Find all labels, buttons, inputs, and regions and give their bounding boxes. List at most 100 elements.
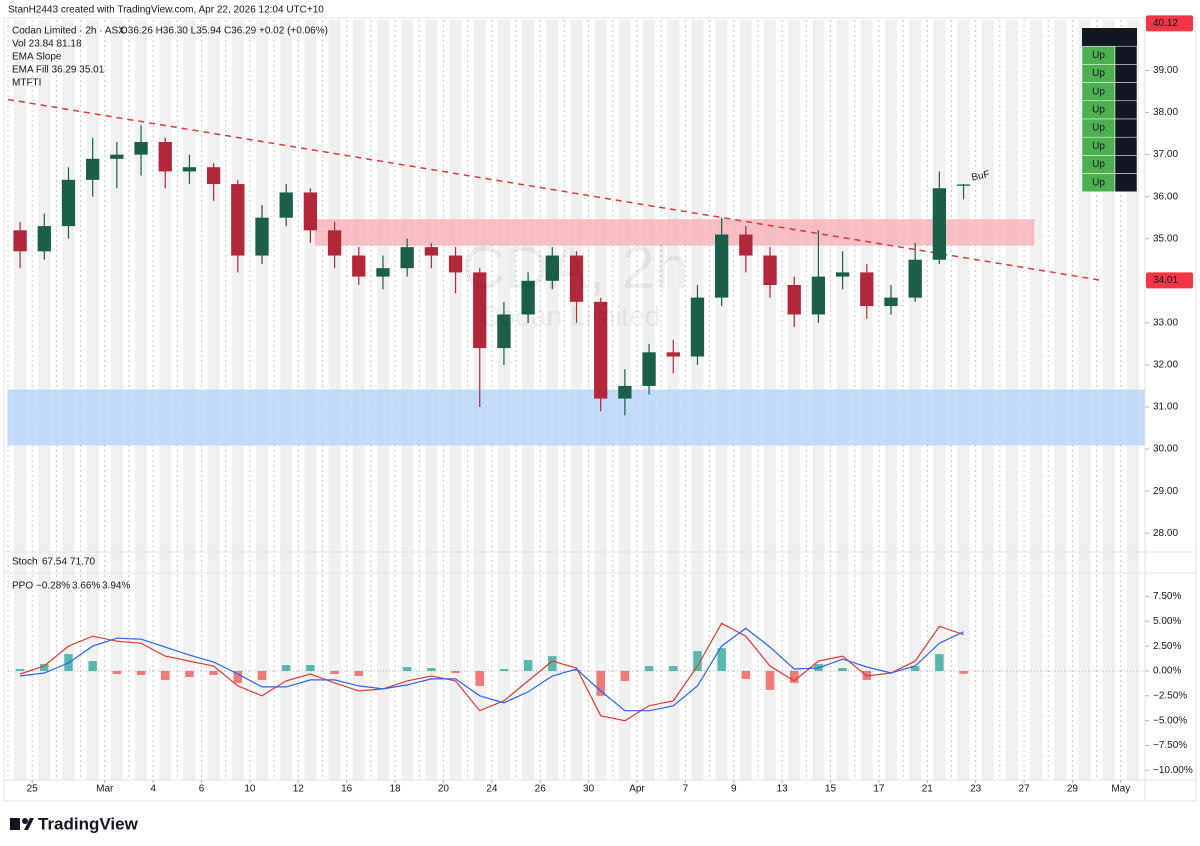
y-tick-label: 2.50% [1153, 641, 1181, 652]
histogram-bar [959, 670, 968, 674]
logo-mark [24, 818, 34, 830]
trendline [7, 98, 1100, 281]
histogram-bar [330, 670, 339, 674]
table-cell-text: Up [1092, 123, 1105, 134]
brand: TradingView [38, 814, 139, 833]
x-tick-label: 10 [244, 784, 256, 795]
candle-body [860, 272, 874, 307]
candle-body [787, 285, 801, 315]
ppo-line [20, 627, 964, 712]
price-tag-label: 34.01 [1153, 275, 1178, 286]
y-tick-label: 28.00 [1153, 528, 1178, 539]
candle-body [37, 226, 51, 252]
y-tick-label: 0.00% [1153, 666, 1181, 677]
ppo-name: PPO [12, 581, 33, 592]
x-tick-label: 4 [150, 784, 156, 795]
candle-body [473, 272, 487, 349]
ohlc: O36.26 H36.30 L35.94 C36.29 +0.02 (+0.06… [120, 26, 328, 37]
candle-body [932, 188, 947, 260]
candle-body [594, 301, 608, 399]
x-tick-label: 18 [390, 784, 402, 795]
ppo-line [19, 622, 964, 722]
x-tick-label: 16 [341, 784, 353, 795]
histogram-bar [741, 670, 751, 679]
table-cell-text: Up [1092, 105, 1105, 116]
table-cell-text: Up [1092, 159, 1105, 170]
candle-body [400, 247, 414, 269]
candle-body [86, 158, 100, 180]
candle-body [545, 255, 559, 281]
x-tick-label: 24 [486, 784, 498, 795]
watermark-symbol: CDA, 2h [462, 234, 689, 301]
logo-mark [10, 818, 20, 830]
candle-body [739, 234, 753, 256]
candle-body [811, 276, 826, 315]
table-cell [1114, 173, 1138, 193]
ppo-value: 3.66% [72, 581, 100, 592]
x-tick-label: 20 [438, 784, 450, 795]
table-cell-text: 10 [1120, 68, 1132, 79]
table-cell-text: 2H [1120, 141, 1133, 152]
y-tick-label: −5.00% [1153, 715, 1187, 726]
brand-logo: TradingView [10, 814, 139, 833]
histogram-bar [789, 670, 799, 683]
x-tick-label: 25 [27, 784, 39, 795]
histogram-bar [40, 664, 49, 671]
candle-body [158, 141, 172, 172]
y-tick-label: 35.00 [1153, 233, 1178, 244]
symbol: Codan Limited · 2h · ASX [12, 26, 125, 37]
y-tick-label: 37.00 [1153, 149, 1178, 160]
histogram-bar [451, 670, 460, 673]
ppo-value: 3.94% [102, 581, 130, 592]
chart-frame [3, 17, 1197, 802]
x-tick-label: 9 [731, 784, 737, 795]
table-cell-text: 30 [1120, 105, 1132, 116]
histogram-bar [15, 669, 25, 671]
x-tick-label: 12 [293, 784, 305, 795]
y-tick-label: −2.50% [1153, 690, 1187, 701]
table-header: TF [1120, 32, 1132, 43]
histogram-bar [669, 666, 678, 671]
table-cell-text: Up [1092, 177, 1105, 188]
candle-body [303, 192, 318, 231]
y-tick-label: −10.00% [1153, 765, 1193, 776]
candle-body [956, 184, 971, 186]
ppo-value: −0.28% [36, 581, 70, 592]
candle-body [231, 184, 245, 256]
candle-body [521, 280, 535, 315]
indicator-legend: MTFTI [12, 78, 41, 89]
candle-body [642, 352, 656, 386]
histogram-bar [112, 670, 122, 674]
candle-body [884, 297, 898, 307]
histogram-bar [717, 648, 726, 671]
histogram-bar [620, 670, 630, 681]
price-tag [1146, 15, 1193, 32]
price-tag [1146, 272, 1193, 289]
y-tick-label: 29.00 [1153, 486, 1178, 497]
candle-body [763, 255, 777, 285]
table-cell-text: Up [1092, 68, 1105, 79]
candle-body [61, 179, 76, 227]
candle-body [279, 192, 293, 218]
x-tick-label: 6 [199, 784, 205, 795]
candle-body [448, 255, 463, 273]
candle-body [569, 255, 584, 302]
histogram-bar [765, 670, 775, 690]
candle-body [666, 352, 680, 357]
histogram-bar [306, 665, 315, 671]
candle-body [497, 314, 511, 349]
candle-body [618, 385, 632, 399]
stoch-value: 71.70 [70, 557, 95, 568]
y-tick-label: 36.00 [1153, 191, 1178, 202]
y-tick-label: 33.00 [1153, 317, 1178, 328]
candle-body [110, 154, 124, 159]
histogram-bar [935, 654, 944, 671]
histogram-bar [548, 656, 557, 671]
candle-body [327, 230, 342, 256]
histogram-bar [499, 669, 509, 671]
x-tick-label: Apr [629, 784, 645, 795]
table-cell-text: 1D [1120, 159, 1133, 170]
histogram-bar [572, 669, 581, 671]
histogram-bar [136, 670, 146, 675]
candle-body [13, 230, 27, 252]
